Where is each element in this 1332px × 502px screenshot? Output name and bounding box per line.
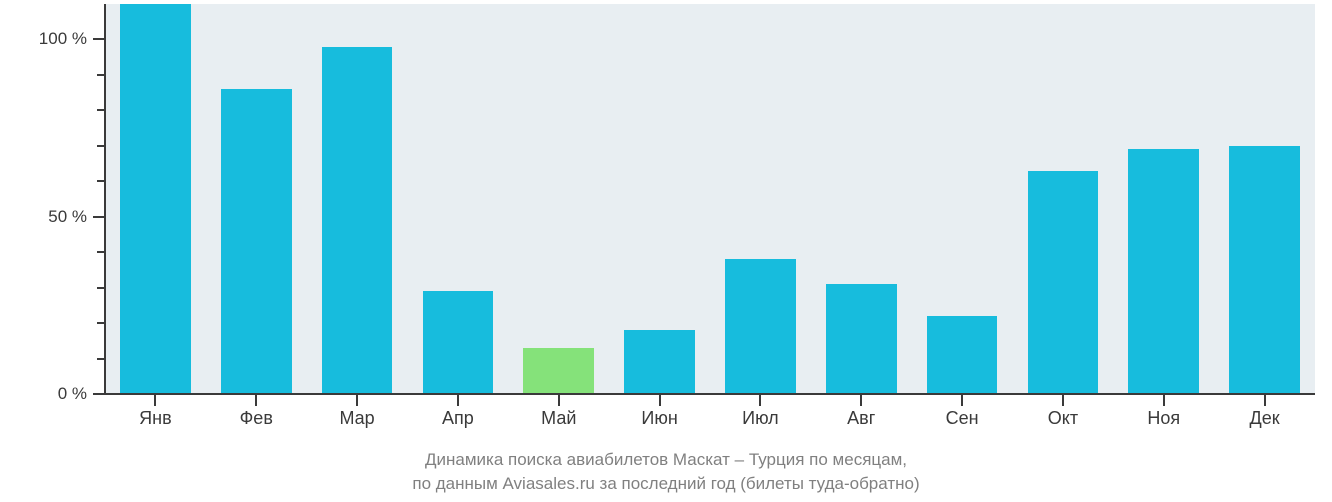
bar bbox=[221, 89, 292, 394]
y-minor-tick bbox=[97, 358, 105, 360]
bar bbox=[1229, 146, 1300, 394]
bar bbox=[1028, 171, 1099, 394]
y-minor-tick bbox=[97, 74, 105, 76]
y-minor-tick bbox=[97, 109, 105, 111]
x-tick-label: Фев bbox=[240, 394, 273, 429]
bar bbox=[1128, 149, 1199, 394]
x-tick-label: Сен bbox=[946, 394, 979, 429]
x-tick-label: Ноя bbox=[1147, 394, 1180, 429]
chart-figure: 0 % 50 % 100 % Янв Фев Мар Апр Май Июн Июл Авг Сен О… bbox=[0, 0, 1332, 502]
caption-line-2: по данным Aviasales.ru за последний год … bbox=[0, 472, 1332, 496]
y-minor-tick bbox=[97, 322, 105, 324]
bar bbox=[725, 259, 796, 394]
bar bbox=[927, 316, 998, 394]
bar bbox=[120, 4, 191, 394]
bar bbox=[322, 47, 393, 394]
plot-area: 0 %50 %100 %ЯнвФевМарАпрМайИюнИюлАвгСенО… bbox=[105, 4, 1315, 394]
y-minor-tick bbox=[97, 251, 105, 253]
caption-line-1: Динамика поиска авиабилетов Маскат – Тур… bbox=[0, 448, 1332, 472]
x-tick-label: Янв bbox=[139, 394, 172, 429]
y-minor-tick bbox=[97, 145, 105, 147]
x-tick-label: Июн bbox=[641, 394, 677, 429]
x-tick-label: Авг bbox=[847, 394, 875, 429]
y-tick-label: 0 % bbox=[58, 384, 105, 404]
x-tick-label: Апр bbox=[442, 394, 474, 429]
y-minor-tick bbox=[97, 287, 105, 289]
bar bbox=[624, 330, 695, 394]
x-tick-label: Май bbox=[541, 394, 576, 429]
x-tick-label: Окт bbox=[1048, 394, 1078, 429]
bar bbox=[826, 284, 897, 394]
x-tick-label: Июл bbox=[742, 394, 779, 429]
y-axis bbox=[104, 4, 106, 394]
bar bbox=[423, 291, 494, 394]
y-tick-label: 100 % bbox=[39, 29, 105, 49]
y-tick-label: 50 % bbox=[48, 207, 105, 227]
x-tick-label: Дек bbox=[1250, 394, 1280, 429]
x-axis bbox=[105, 393, 1315, 395]
x-tick-label: Мар bbox=[339, 394, 374, 429]
y-minor-tick bbox=[97, 180, 105, 182]
bar bbox=[523, 348, 594, 394]
